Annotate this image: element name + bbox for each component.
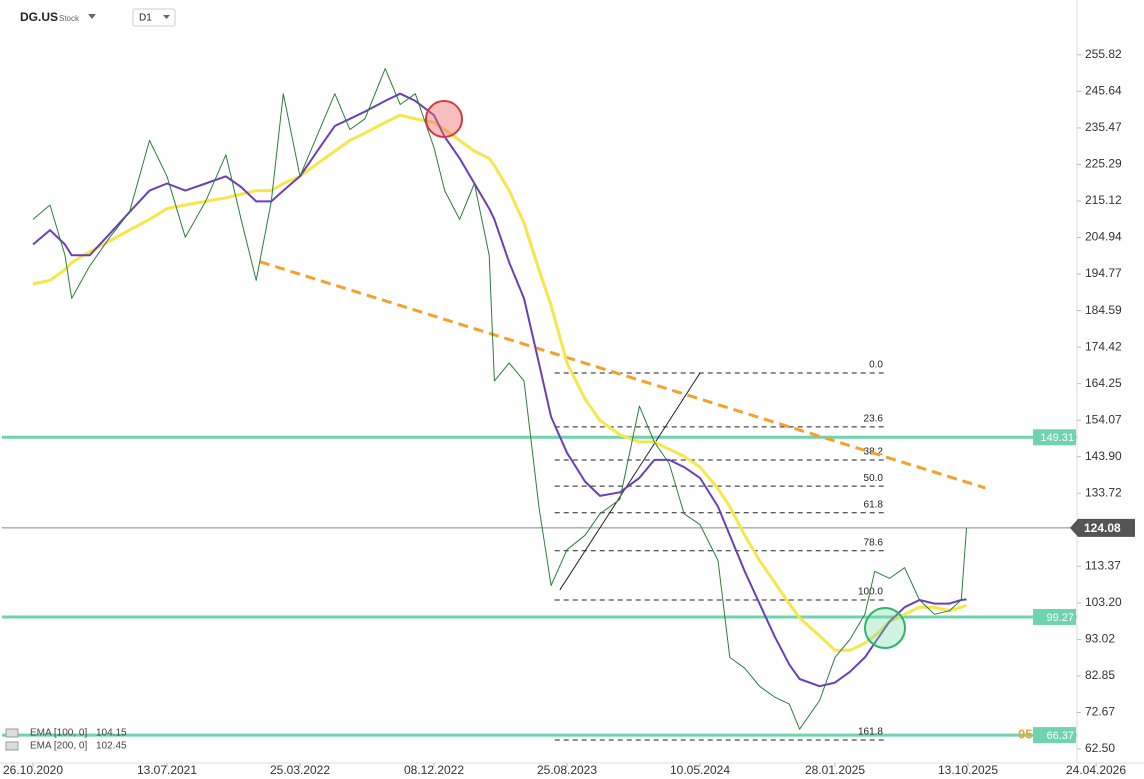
dropdown-arrow (163, 15, 170, 19)
highlight-circle (425, 100, 463, 138)
fib-label: 78.6 (864, 537, 884, 548)
x-tick-label: 26.10.2020 (3, 763, 63, 777)
fib-label: 23.6 (864, 414, 884, 425)
legend-value: 102.45 (96, 741, 127, 752)
y-tick-label: 62.50 (1085, 741, 1115, 755)
x-tick-label: 10.05.2024 (670, 763, 730, 777)
fib-label: 61.8 (864, 499, 884, 510)
fib-label: 50.0 (864, 473, 884, 484)
interval: D1 (139, 13, 152, 24)
y-tick-label: 194.77 (1085, 266, 1122, 280)
x-tick-label: 24.04.2026 (1066, 763, 1126, 777)
y-tick-label: 225.29 (1085, 157, 1122, 171)
symbol: DG.US (20, 10, 58, 24)
level-label: 149.31 (1040, 432, 1074, 444)
last-price-label: 124.08 (1084, 521, 1121, 535)
trend-line (259, 260, 986, 490)
symbol-kind: Stock (59, 14, 80, 23)
legend-value: 104.15 (96, 728, 127, 739)
interval-select[interactable] (132, 8, 176, 27)
overlay: 255.82 245.64 235.47 225.29 215.12 204.94 194.… (3, 47, 1135, 777)
fib-label: 161.8 (858, 727, 883, 738)
y-tick-label: 154.07 (1085, 412, 1122, 426)
x-tick-label: 08.12.2022 (404, 763, 464, 777)
series-line (32, 113, 967, 652)
y-tick-label: 184.59 (1085, 303, 1122, 317)
y-tick-label: 82.85 (1085, 668, 1115, 682)
last-price-tag (1070, 518, 1135, 537)
x-tick-label: 25.08.2023 (537, 763, 597, 777)
fib-label: 0.0 (869, 360, 883, 371)
y-tick-label: 245.64 (1085, 84, 1122, 98)
series-line (32, 68, 967, 730)
fib-label: 100.0 (858, 587, 883, 598)
level-label: 66.37 (1046, 730, 1074, 742)
y-tick-label: 143.90 (1085, 449, 1122, 463)
x-tick-label: 28.01.2025 (805, 763, 865, 777)
y-tick-label: 93.02 (1085, 632, 1115, 646)
legend-name: EMA [100, 0] (30, 728, 87, 739)
y-tick-label: 174.42 (1085, 339, 1122, 353)
legend-name: EMA [200, 0] (30, 741, 87, 752)
level-tag (1033, 429, 1076, 446)
legend-icon (5, 741, 19, 751)
series-line (32, 92, 967, 688)
y-tick-label: 235.47 (1085, 120, 1122, 134)
legend-icon (5, 728, 19, 738)
y-tick-label: 204.94 (1085, 230, 1122, 244)
x-tick-label: 13.10.2025 (938, 763, 998, 777)
y-tick-label: 103.20 (1085, 595, 1122, 609)
dropdown-arrow[interactable] (88, 14, 96, 19)
y-tick-label: 72.67 (1085, 705, 1115, 719)
channel-line (559, 372, 701, 591)
x-tick-label: 13.07.2021 (137, 763, 197, 777)
level-label: 99.27 (1046, 612, 1074, 624)
x-tick-label: 25.03.2022 (270, 763, 330, 777)
level-tag (1033, 727, 1076, 744)
highlight-circle (864, 607, 906, 649)
level-tag (1033, 608, 1076, 625)
y-tick-label: 255.82 (1085, 47, 1122, 61)
y-tick-label: 164.25 (1085, 376, 1122, 390)
y-tick-label: 133.72 (1085, 485, 1122, 499)
y-tick-label: 215.12 (1085, 193, 1122, 207)
y-tick-label: 113.37 (1085, 559, 1121, 573)
